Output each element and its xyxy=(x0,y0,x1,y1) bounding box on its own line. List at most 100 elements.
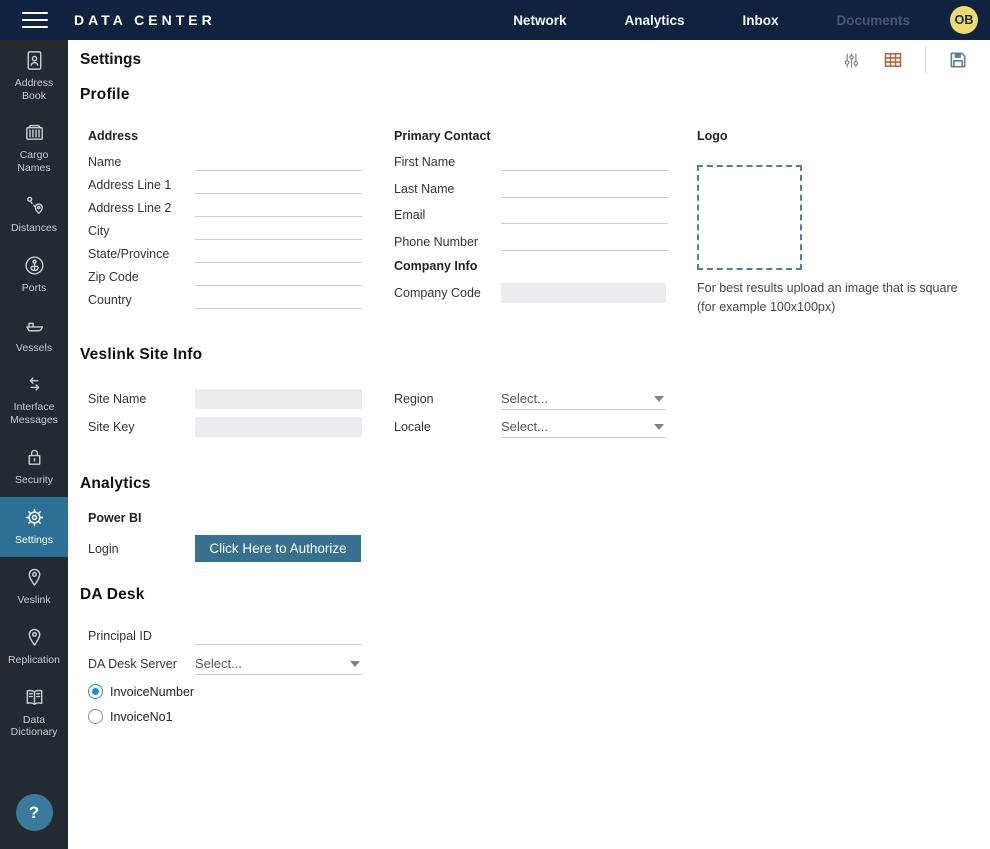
grid-table-icon[interactable] xyxy=(883,50,903,70)
address-line-1-field[interactable] xyxy=(195,176,362,194)
authorize-button[interactable]: Click Here to Authorize xyxy=(195,535,361,562)
company-code-field xyxy=(501,283,666,303)
sidebar-item-label: Replication xyxy=(8,653,60,666)
sidebar-item-address-book[interactable]: Address Book xyxy=(0,40,68,112)
site-name-field xyxy=(195,389,362,409)
invoice-number-radio[interactable]: InvoiceNumber xyxy=(88,683,970,700)
form-row: Last Name xyxy=(394,179,697,198)
veslink-site-info-heading: Veslink Site Info xyxy=(80,346,203,363)
open-book-icon xyxy=(23,686,46,709)
company-info-subheading: Company Info xyxy=(394,259,478,273)
sidebar-item-label: Settings xyxy=(15,533,53,546)
toolbar-divider xyxy=(925,47,926,73)
save-icon[interactable] xyxy=(948,50,968,70)
sidebar-item-settings[interactable]: Settings xyxy=(0,496,68,557)
help-button[interactable]: ? xyxy=(15,794,53,831)
sidebar-item-interface-messages[interactable]: Interface Messages xyxy=(0,364,68,436)
form-row: Phone Number xyxy=(394,232,697,251)
da-desk-section: Principal ID DA Desk Server Select... In… xyxy=(88,625,970,725)
lock-icon xyxy=(23,446,46,469)
sidebar-item-label: Cargo Names xyxy=(17,149,51,174)
sidebar-item-label: Interface Messages xyxy=(10,401,58,426)
last-name-field[interactable] xyxy=(501,179,668,198)
form-row: DA Desk Server Select... xyxy=(88,653,970,675)
swap-arrows-icon xyxy=(23,373,46,396)
sidebar-item-cargo-names[interactable]: Cargo Names xyxy=(0,112,68,184)
sidebar: Address Book Cargo Names Distances Ports xyxy=(0,40,68,849)
form-row: First Name xyxy=(394,153,697,171)
form-row: Company Code xyxy=(394,283,697,303)
cargo-container-icon xyxy=(23,121,46,144)
user-avatar[interactable]: OB xyxy=(950,6,978,34)
address-line-2-field[interactable] xyxy=(195,199,362,217)
chevron-down-icon xyxy=(350,660,360,667)
sidebar-item-veslink[interactable]: Veslink xyxy=(0,557,68,617)
main-content: Settings Profile Address xyxy=(68,40,990,849)
profile-section: Address Name Address Line 1 Address Line… xyxy=(88,129,970,317)
form-row: Name xyxy=(88,153,394,171)
analytics-heading: Analytics xyxy=(80,475,151,492)
sidebar-item-vessels[interactable]: Vessels xyxy=(0,304,68,364)
anchor-icon xyxy=(23,254,46,277)
form-row: Site Name xyxy=(88,388,394,410)
sidebar-item-data-dictionary[interactable]: Data Dictionary xyxy=(0,677,68,749)
radio-selected-icon xyxy=(88,684,103,699)
country-field[interactable] xyxy=(195,291,362,309)
sidebar-item-distances[interactable]: Distances xyxy=(0,184,68,244)
phone-number-field[interactable] xyxy=(501,232,668,251)
sidebar-item-ports[interactable]: Ports xyxy=(0,244,68,304)
name-field[interactable] xyxy=(195,153,362,171)
invoice-no1-radio[interactable]: InvoiceNo1 xyxy=(88,708,970,725)
form-row: Locale Select... xyxy=(394,416,697,438)
form-row: Country xyxy=(88,291,394,309)
principal-id-field[interactable] xyxy=(195,627,362,645)
form-row: Email xyxy=(394,206,697,224)
app-title: DATA CENTER xyxy=(74,12,216,28)
da-desk-server-select[interactable]: Select... xyxy=(195,654,362,675)
form-row: City xyxy=(88,222,394,240)
address-book-icon xyxy=(23,49,46,72)
gear-icon xyxy=(23,506,46,529)
filter-sliders-icon[interactable] xyxy=(842,51,861,70)
hamburger-menu-icon[interactable] xyxy=(22,7,48,33)
analytics-section: Power BI Login Click Here to Authorize xyxy=(88,511,970,562)
sidebar-item-security[interactable]: Security xyxy=(0,437,68,497)
page-toolbar xyxy=(842,47,968,73)
nav-documents: Documents xyxy=(836,12,910,28)
form-row: Region Select... xyxy=(394,388,697,410)
form-row: State/Province xyxy=(88,245,394,263)
locale-select[interactable]: Select... xyxy=(501,417,666,438)
form-row: Address Line 1 xyxy=(88,176,394,194)
form-row: Address Line 2 xyxy=(88,199,394,217)
form-row: Site Key xyxy=(88,416,394,438)
nav-inbox[interactable]: Inbox xyxy=(742,12,779,28)
chevron-down-icon xyxy=(654,395,664,402)
sidebar-item-replication[interactable]: Replication xyxy=(0,617,68,677)
logo-hint-text: For best results upload an image that is… xyxy=(697,281,958,314)
top-bar: DATA CENTER Network Analytics Inbox Docu… xyxy=(0,0,990,40)
map-pin-icon xyxy=(23,566,46,589)
profile-section-heading: Profile xyxy=(80,86,130,103)
logo-upload-dropzone[interactable] xyxy=(697,165,802,270)
veslink-site-info-section: Site Name Site Key Region Select... Loca… xyxy=(88,388,970,444)
sidebar-item-label: Data Dictionary xyxy=(10,713,58,739)
da-desk-heading: DA Desk xyxy=(80,586,145,603)
top-nav: Network Analytics Inbox Documents xyxy=(513,13,910,28)
form-row: Principal ID xyxy=(88,625,970,647)
email-field[interactable] xyxy=(501,206,668,224)
route-pins-icon xyxy=(23,194,46,217)
form-row: Zip Code xyxy=(88,268,394,286)
region-select[interactable]: Select... xyxy=(501,389,666,410)
state-province-field[interactable] xyxy=(195,245,362,263)
zip-code-field[interactable] xyxy=(195,268,362,286)
powerbi-subheading: Power BI xyxy=(88,511,142,525)
first-name-field[interactable] xyxy=(501,153,668,171)
nav-analytics[interactable]: Analytics xyxy=(624,12,685,28)
sidebar-item-label: Distances xyxy=(10,221,58,234)
page-title: Settings xyxy=(80,51,142,68)
sidebar-item-label: Vessels xyxy=(15,341,53,354)
site-key-field xyxy=(195,417,362,437)
city-field[interactable] xyxy=(195,222,362,240)
nav-network[interactable]: Network xyxy=(513,12,567,28)
form-row: Login Click Here to Authorize xyxy=(88,535,970,562)
